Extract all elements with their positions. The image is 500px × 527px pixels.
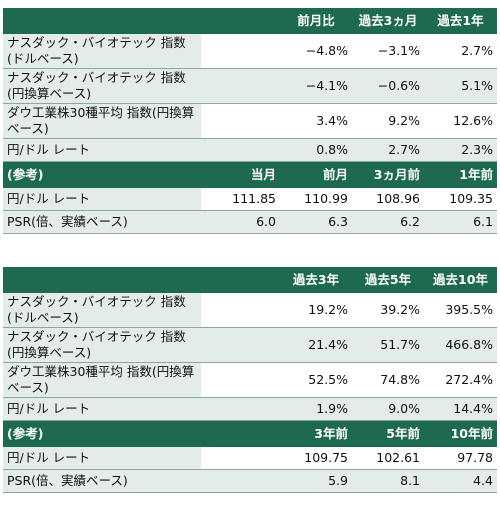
cell-value: −0.6% bbox=[352, 69, 424, 104]
row-label: ナスダック・バイオテック 指数(ドルベース) bbox=[3, 293, 201, 328]
cell-value: 6.3 bbox=[280, 211, 352, 234]
table-row: 円/ドル レート 0.8% 2.7% 2.3% bbox=[3, 139, 497, 162]
cell-value: 108.96 bbox=[352, 188, 424, 211]
row-label: ナスダック・バイオテック 指数(ドルベース) bbox=[3, 34, 201, 69]
header-cell: 前月 bbox=[280, 162, 352, 189]
header-cell: 過去5年 bbox=[352, 267, 424, 293]
cell-value: 2.7% bbox=[424, 34, 497, 69]
cell-value: −4.1% bbox=[280, 69, 352, 104]
table-row: ナスダック・バイオテック 指数(ドルベース) 19.2% 39.2% 395.5… bbox=[3, 293, 497, 328]
cell-value: 6.2 bbox=[352, 211, 424, 234]
header-cell: 過去3年 bbox=[280, 267, 352, 293]
cell-value: 21.4% bbox=[280, 328, 352, 363]
cell-value: 2.3% bbox=[424, 139, 497, 162]
cell-value: 2.7% bbox=[352, 139, 424, 162]
row-label: 円/ドル レート bbox=[3, 188, 201, 211]
header-cell bbox=[201, 267, 280, 293]
row-label: 円/ドル レート bbox=[3, 447, 201, 470]
table-row: ダウ工業株30種平均 指数(円換算ベース) 52.5% 74.8% 272.4% bbox=[3, 363, 497, 398]
header-cell bbox=[201, 8, 280, 34]
cell-value: 5.1% bbox=[424, 69, 497, 104]
header-cell: 3年前 bbox=[280, 421, 352, 448]
row-label: ダウ工業株30種平均 指数(円換算ベース) bbox=[3, 104, 201, 139]
cell-value: 8.1 bbox=[352, 470, 424, 493]
header-cell: 1年前 bbox=[424, 162, 497, 189]
header-cell: 3ヵ月前 bbox=[352, 162, 424, 189]
header-blank bbox=[3, 267, 201, 293]
cell-value: 109.35 bbox=[424, 188, 497, 211]
cell-value: −4.8% bbox=[280, 34, 352, 69]
cell-value: 6.0 bbox=[201, 211, 280, 234]
row-label: 円/ドル レート bbox=[3, 139, 201, 162]
table-row: ダウ工業株30種平均 指数(円換算ベース) 3.4% 9.2% 12.6% bbox=[3, 104, 497, 139]
row-label: ナスダック・バイオテック 指数(円換算ベース) bbox=[3, 69, 201, 104]
header-cell: 当月 bbox=[201, 162, 280, 189]
reference-header: (参考) 3年前 5年前 10年前 bbox=[3, 421, 497, 448]
cell-value: 14.4% bbox=[424, 398, 497, 421]
row-label: 円/ドル レート bbox=[3, 398, 201, 421]
cell-value: 97.78 bbox=[424, 447, 497, 470]
table-row: PSR(倍、実績ベース) 5.9 8.1 4.4 bbox=[3, 470, 497, 493]
table-row: ナスダック・バイオテック 指数(円換算ベース) −4.1% −0.6% 5.1% bbox=[3, 69, 497, 104]
header-cell: 過去1年 bbox=[424, 8, 497, 34]
cell-value: 39.2% bbox=[352, 293, 424, 328]
cell-value: 9.2% bbox=[352, 104, 424, 139]
header-blank bbox=[3, 8, 201, 34]
cell-value: 51.7% bbox=[352, 328, 424, 363]
header-cell: 過去3ヵ月 bbox=[352, 8, 424, 34]
cell-value: 74.8% bbox=[352, 363, 424, 398]
cell-value: 109.75 bbox=[280, 447, 352, 470]
cell-value: 102.61 bbox=[352, 447, 424, 470]
cell-value: 110.99 bbox=[280, 188, 352, 211]
cell-value: 0.8% bbox=[280, 139, 352, 162]
table-row: 円/ドル レート 109.75 102.61 97.78 bbox=[3, 447, 497, 470]
cell-value: 4.4 bbox=[424, 470, 497, 493]
cell-value: 272.4% bbox=[424, 363, 497, 398]
cell-value: 1.9% bbox=[280, 398, 352, 421]
table-monthly: 前月比 過去3ヵ月 過去1年 ナスダック・バイオテック 指数(ドルベース) −4… bbox=[3, 8, 497, 234]
table-row: 円/ドル レート 1.9% 9.0% 14.4% bbox=[3, 398, 497, 421]
row-label: ナスダック・バイオテック 指数(円換算ベース) bbox=[3, 328, 201, 363]
cell-value: 19.2% bbox=[280, 293, 352, 328]
table-header: 前月比 過去3ヵ月 過去1年 bbox=[3, 8, 497, 34]
cell-value: 466.8% bbox=[424, 328, 497, 363]
cell-value: 52.5% bbox=[280, 363, 352, 398]
cell-value: 111.85 bbox=[201, 188, 280, 211]
header-cell: 10年前 bbox=[424, 421, 497, 448]
row-label: ダウ工業株30種平均 指数(円換算ベース) bbox=[3, 363, 201, 398]
cell-value: 6.1 bbox=[424, 211, 497, 234]
cell-value: 395.5% bbox=[424, 293, 497, 328]
header-cell: 5年前 bbox=[352, 421, 424, 448]
row-label: PSR(倍、実績ベース) bbox=[3, 211, 201, 234]
table-row: PSR(倍、実績ベース) 6.0 6.3 6.2 6.1 bbox=[3, 211, 497, 234]
header-cell: 前月比 bbox=[280, 8, 352, 34]
header-cell: 過去10年 bbox=[424, 267, 497, 293]
cell-value: 12.6% bbox=[424, 104, 497, 139]
cell-value: 3.4% bbox=[280, 104, 352, 139]
cell-value: −3.1% bbox=[352, 34, 424, 69]
reference-label: (参考) bbox=[3, 421, 201, 448]
cell-value: 5.9 bbox=[280, 470, 352, 493]
table-row: 円/ドル レート 111.85 110.99 108.96 109.35 bbox=[3, 188, 497, 211]
cell-value: 9.0% bbox=[352, 398, 424, 421]
table-row: ナスダック・バイオテック 指数(ドルベース) −4.8% −3.1% 2.7% bbox=[3, 34, 497, 69]
table-row: ナスダック・バイオテック 指数(円換算ベース) 21.4% 51.7% 466.… bbox=[3, 328, 497, 363]
reference-label: (参考) bbox=[3, 162, 201, 189]
table-long-term: 過去3年 過去5年 過去10年 ナスダック・バイオテック 指数(ドルベース) 1… bbox=[3, 267, 497, 493]
table-header: 過去3年 過去5年 過去10年 bbox=[3, 267, 497, 293]
reference-header: (参考) 当月 前月 3ヵ月前 1年前 bbox=[3, 162, 497, 189]
row-label: PSR(倍、実績ベース) bbox=[3, 470, 201, 493]
